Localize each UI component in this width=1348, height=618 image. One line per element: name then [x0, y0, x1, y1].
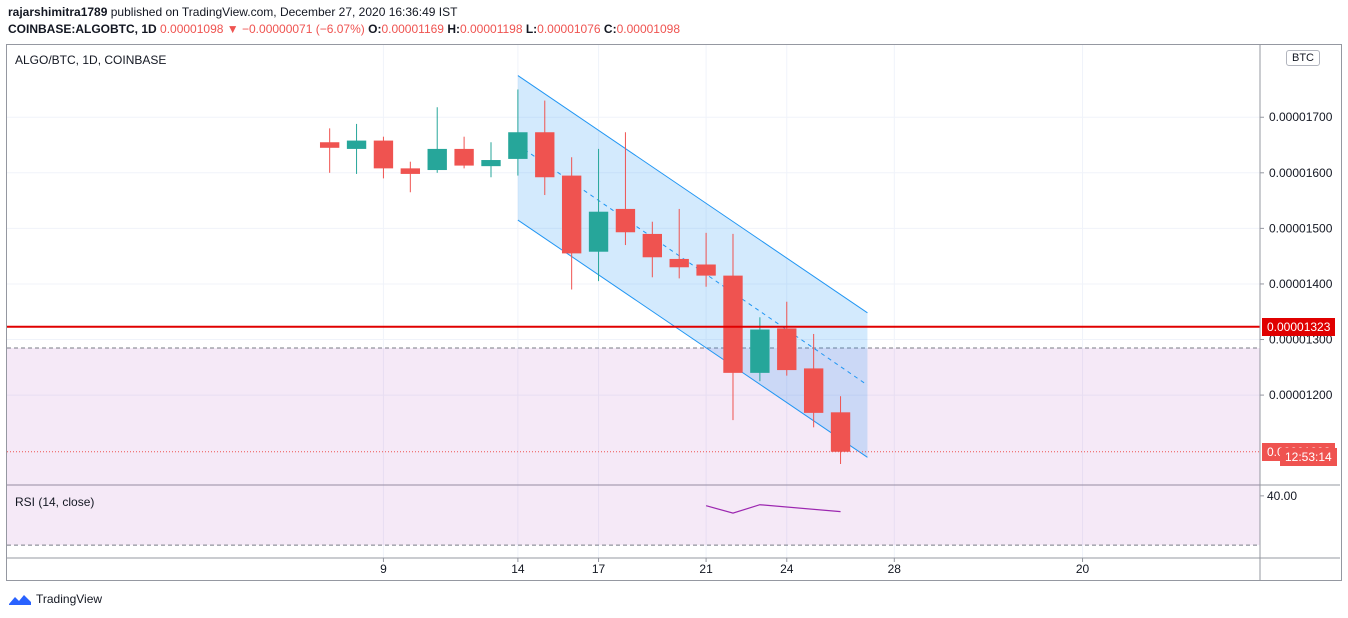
candle-body	[454, 148, 474, 166]
tradingview-logo-icon	[9, 595, 31, 605]
candle-body	[669, 258, 689, 268]
price-tick-label: 0.00001500	[1269, 221, 1333, 235]
hline-price-tag: 0.00001323	[1262, 317, 1336, 336]
close-label: C:	[603, 22, 617, 36]
chart-frame	[6, 44, 1342, 581]
candle-body	[803, 368, 824, 413]
price-tick-label: 0.00001300	[1269, 333, 1333, 347]
publish-info: published on TradingView.com, December 2…	[110, 5, 458, 19]
candle-body	[615, 208, 636, 233]
candle-body	[346, 140, 367, 149]
low-value: 0.00001076	[537, 22, 601, 36]
open-label: O:	[368, 22, 382, 36]
time-tick-label: 14	[511, 562, 525, 576]
open-value: 0.00001169	[381, 22, 444, 36]
time-tick-label: 9	[380, 562, 387, 576]
high-label: H:	[447, 22, 460, 36]
candle-body	[427, 148, 447, 171]
candle-body	[508, 132, 528, 159]
footer-brand-label: TradingView	[36, 592, 103, 606]
footer-brand[interactable]: TradingView	[8, 592, 102, 606]
rsi-line	[705, 504, 841, 514]
candle-body	[750, 329, 770, 373]
price-tick-label: 0.00001400	[1269, 277, 1333, 291]
time-tick-label: 17	[592, 562, 606, 576]
channel-upper-line	[517, 75, 868, 314]
candle-body	[481, 160, 501, 167]
ohlc-line: COINBASE:ALGOBTC, 1D 0.00001098 ▼ −0.000…	[8, 22, 680, 36]
currency-badge[interactable]: BTC	[1286, 50, 1320, 66]
change-value: −0.00000071 (−6.07%)	[242, 22, 365, 36]
axes: 0.00001200 0.00001300 0.00001400 0.00001500…	[7, 45, 1340, 580]
channel-lower-line	[517, 219, 868, 458]
candle-body	[777, 328, 797, 371]
time-tick-label: 20	[1076, 562, 1090, 576]
rsi-legend: RSI (14, close)	[15, 495, 95, 509]
publish-line: rajarshimitra1789 published on TradingVi…	[8, 5, 457, 19]
symbol-label: COINBASE:ALGOBTC, 1D	[8, 22, 157, 36]
price-tick-label: 0.00001700	[1269, 110, 1333, 124]
candle-body	[642, 233, 663, 258]
time-tick-label: 21	[699, 562, 713, 576]
last-value: 0.00001098	[160, 22, 224, 36]
price-tick-label: 0.00001200	[1269, 388, 1333, 402]
candle-body	[373, 140, 394, 169]
low-label: L:	[525, 22, 538, 36]
candle-body	[588, 211, 609, 252]
candles	[319, 89, 851, 464]
countdown-tag: 12:53:14	[1280, 448, 1337, 466]
rsi-tick-label: 40.00	[1267, 489, 1297, 503]
candle-body	[696, 264, 716, 276]
candle-body	[400, 168, 421, 174]
time-tick-label: 24	[780, 562, 794, 576]
rsi-pane: 40.00	[7, 347, 1340, 546]
price-tick-label: 0.00001600	[1269, 166, 1333, 180]
rsi-band	[7, 348, 1260, 546]
candle-body	[723, 275, 743, 373]
channel-median-line	[517, 144, 868, 386]
chart-legend: ALGO/BTC, 1D, COINBASE	[15, 53, 167, 67]
time-tick-label: 28	[888, 562, 902, 576]
candle-body	[535, 132, 555, 178]
publisher-name: rajarshimitra1789	[8, 5, 108, 19]
candle-body	[561, 175, 582, 254]
down-arrow-icon: ▼	[226, 22, 239, 36]
high-value: 0.00001198	[459, 22, 523, 36]
close-value: 0.00001098	[616, 22, 680, 36]
candle-body	[830, 412, 851, 452]
price-overlays	[7, 325, 1260, 453]
candle-body	[319, 142, 340, 148]
